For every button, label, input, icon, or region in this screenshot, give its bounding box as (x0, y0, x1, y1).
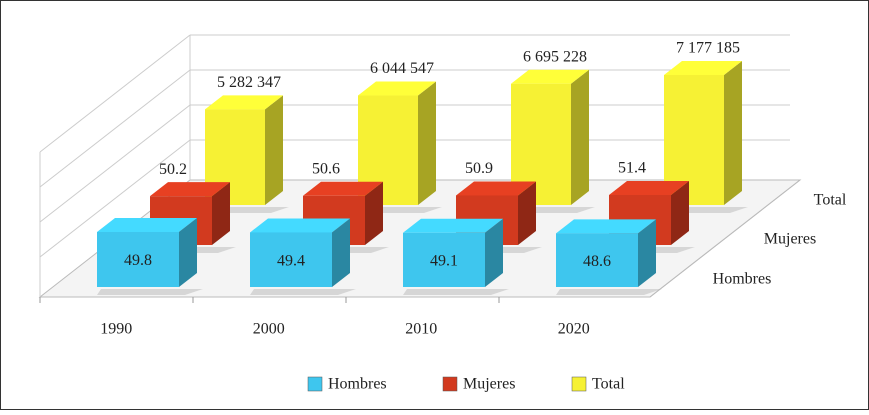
bar-side (179, 218, 197, 287)
bar-top (609, 181, 689, 195)
data-label: 50.2 (159, 161, 187, 178)
bar-side (485, 218, 503, 287)
bar-shadow (250, 289, 356, 295)
data-label: 51.4 (618, 160, 646, 177)
x-tick-label: 2000 (253, 321, 285, 338)
x-tick-label: 2010 (405, 321, 437, 338)
z-axis (649, 179, 801, 298)
bar-side (671, 181, 689, 245)
bar-top (205, 95, 283, 110)
bar-top (664, 61, 742, 75)
bar (97, 232, 179, 287)
data-label: 49.1 (430, 253, 458, 270)
data-label: 5 282 347 (217, 74, 281, 91)
grid-line (39, 104, 191, 223)
labels: 1990 2000 2010 2020 5 282 347 6 044 547 6 695 … (39, 40, 847, 393)
bar-side (638, 219, 656, 287)
grid-line (39, 139, 191, 258)
bar-top (403, 218, 503, 233)
legend-swatch (307, 376, 323, 392)
bar-side (518, 181, 536, 245)
legend-swatch (442, 376, 458, 392)
bar (403, 232, 485, 287)
bar-side (332, 218, 350, 287)
bar (250, 232, 332, 287)
bar-shadow (556, 289, 662, 295)
bar-shadow (403, 289, 509, 295)
z-axis-label: Mujeres (764, 231, 816, 248)
bar-side (571, 69, 589, 205)
z-axis-label: Total (814, 192, 847, 209)
bar-top (358, 81, 436, 96)
x-tick-label: 1990 (100, 321, 132, 338)
data-label: 50.6 (312, 160, 340, 177)
bar-top (250, 218, 350, 233)
bar-top (511, 69, 589, 84)
legend-label: Total (592, 376, 625, 393)
bar-top (556, 219, 656, 234)
bar-top (97, 218, 197, 232)
bar (556, 233, 638, 287)
data-label: 7 177 185 (676, 40, 740, 57)
legend-label: Mujeres (463, 376, 515, 393)
data-label: 6 695 228 (523, 48, 587, 65)
bar-top (150, 182, 230, 197)
bar-shadow (97, 289, 203, 295)
z-axis-label: Hombres (713, 271, 772, 288)
bar-side (724, 61, 742, 205)
bar-side (212, 182, 230, 245)
bar-side (418, 81, 436, 205)
bar-top (303, 181, 383, 196)
data-label: 49.4 (277, 252, 305, 269)
bars (97, 61, 748, 295)
legend-swatch (571, 376, 587, 392)
bar-side (365, 181, 383, 245)
data-label: 50.9 (465, 160, 493, 177)
bar-side (265, 95, 283, 205)
data-label: 48.6 (583, 253, 611, 270)
grid-line (39, 34, 191, 153)
data-label: 6 044 547 (370, 60, 434, 77)
bar-top (456, 181, 536, 196)
x-tick-label: 2020 (558, 321, 590, 338)
legend-label: Hombres (328, 376, 387, 393)
grid-line (39, 69, 191, 188)
data-label: 49.8 (124, 252, 152, 269)
